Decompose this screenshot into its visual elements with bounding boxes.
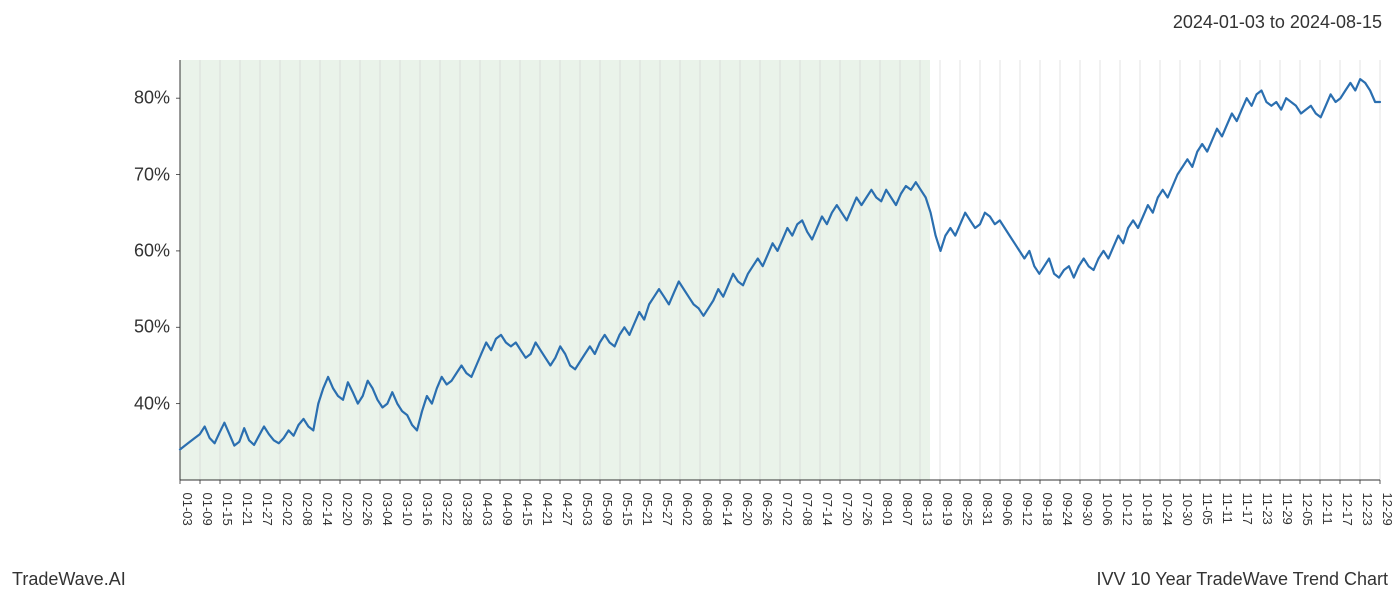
y-tick-label: 70% [134, 164, 170, 185]
x-tick-label: 12-17 [1340, 493, 1355, 526]
y-tick-label: 60% [134, 240, 170, 261]
x-tick-label: 12-11 [1320, 493, 1335, 525]
x-tick-label: 12-29 [1380, 493, 1395, 526]
x-tick-label: 09-24 [1060, 493, 1075, 526]
x-tick-label: 08-07 [900, 493, 915, 526]
x-tick-label: 05-21 [640, 493, 655, 526]
x-tick-label: 12-05 [1300, 493, 1315, 526]
x-tick-label: 01-03 [180, 493, 195, 526]
chart-title-label: IVV 10 Year TradeWave Trend Chart [1097, 569, 1389, 590]
y-tick-label: 50% [134, 317, 170, 338]
x-tick-label: 07-02 [780, 493, 795, 526]
x-tick-label: 09-30 [1080, 493, 1095, 526]
x-tick-label: 08-31 [980, 493, 995, 526]
x-tick-label: 05-03 [580, 493, 595, 526]
x-tick-label: 01-09 [200, 493, 215, 526]
x-tick-label: 01-15 [220, 493, 235, 526]
brand-label: TradeWave.AI [12, 569, 126, 590]
x-tick-label: 06-26 [760, 493, 775, 526]
x-tick-label: 11-29 [1280, 493, 1295, 525]
x-tick-label: 02-20 [340, 493, 355, 526]
x-tick-label: 07-26 [860, 493, 875, 526]
x-tick-label: 06-08 [700, 493, 715, 526]
x-tick-label: 11-23 [1260, 493, 1275, 525]
x-tick-label: 01-27 [260, 493, 275, 526]
x-tick-label: 03-04 [380, 493, 395, 526]
x-tick-label: 05-27 [660, 493, 675, 526]
x-tick-label: 10-12 [1120, 493, 1135, 526]
x-tick-label: 07-14 [820, 493, 835, 526]
x-tick-label: 04-21 [540, 493, 555, 526]
x-tick-label: 04-27 [560, 493, 575, 526]
x-tick-label: 09-06 [1000, 493, 1015, 526]
x-tick-label: 10-18 [1140, 493, 1155, 526]
x-tick-label: 05-15 [620, 493, 635, 526]
x-tick-label: 02-08 [300, 493, 315, 526]
x-tick-label: 02-26 [360, 493, 375, 526]
x-tick-label: 10-30 [1180, 493, 1195, 526]
x-tick-label: 11-05 [1200, 493, 1215, 525]
x-tick-label: 03-22 [440, 493, 455, 526]
x-tick-label: 04-15 [520, 493, 535, 526]
x-tick-label: 07-20 [840, 493, 855, 526]
x-tick-label: 06-02 [680, 493, 695, 526]
x-tick-label: 11-17 [1240, 493, 1255, 525]
x-tick-label: 04-03 [480, 493, 495, 526]
x-axis: 01-03 01-09 01-15 01-21 01-27 02-02 02-08 02-14… [180, 485, 1380, 565]
trend-chart [180, 60, 1380, 480]
x-tick-label: 09-18 [1040, 493, 1055, 526]
x-tick-label: 08-13 [920, 493, 935, 526]
x-tick-label: 03-28 [460, 493, 475, 526]
x-tick-label: 01-21 [240, 493, 255, 526]
x-tick-label: 12-23 [1360, 493, 1375, 526]
x-tick-label: 07-08 [800, 493, 815, 526]
x-tick-label: 03-10 [400, 493, 415, 526]
y-tick-label: 40% [134, 393, 170, 414]
x-tick-label: 08-25 [960, 493, 975, 526]
x-tick-label: 08-01 [880, 493, 895, 526]
x-tick-label: 08-19 [940, 493, 955, 526]
x-tick-label: 11-11 [1220, 493, 1235, 524]
x-tick-label: 09-12 [1020, 493, 1035, 526]
x-tick-label: 02-14 [320, 493, 335, 526]
x-tick-label: 04-09 [500, 493, 515, 526]
x-tick-label: 02-02 [280, 493, 295, 526]
x-tick-label: 05-09 [600, 493, 615, 526]
x-tick-label: 03-16 [420, 493, 435, 526]
y-tick-label: 80% [134, 88, 170, 109]
y-axis: 40% 50% 60% 70% 80% [100, 60, 170, 480]
chart-svg [180, 60, 1380, 480]
x-tick-label: 06-14 [720, 493, 735, 526]
date-range-label: 2024-01-03 to 2024-08-15 [1173, 12, 1382, 33]
x-tick-label: 10-06 [1100, 493, 1115, 526]
x-tick-label: 10-24 [1160, 493, 1175, 526]
x-tick-label: 06-20 [740, 493, 755, 526]
